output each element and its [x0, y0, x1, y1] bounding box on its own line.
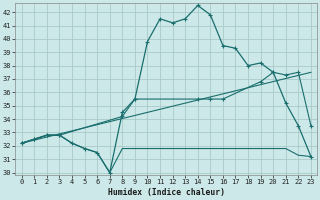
X-axis label: Humidex (Indice chaleur): Humidex (Indice chaleur) [108, 188, 225, 197]
